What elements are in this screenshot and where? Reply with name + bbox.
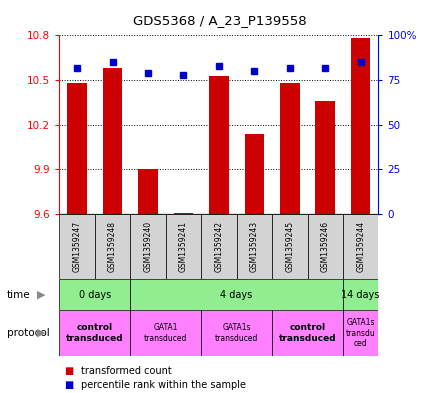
- Bar: [237, 214, 272, 279]
- Bar: [201, 310, 272, 356]
- Text: time: time: [7, 290, 30, 300]
- Text: ■: ■: [64, 366, 73, 376]
- Text: percentile rank within the sample: percentile rank within the sample: [81, 380, 246, 390]
- Bar: [272, 310, 343, 356]
- Bar: [343, 310, 378, 356]
- Text: 14 days: 14 days: [341, 290, 380, 300]
- Text: GSM1359242: GSM1359242: [214, 221, 224, 272]
- Text: 4 days: 4 days: [220, 290, 253, 300]
- Bar: [343, 214, 378, 279]
- Text: GSM1359247: GSM1359247: [73, 221, 82, 272]
- Bar: [59, 214, 95, 279]
- Bar: [130, 279, 343, 310]
- Bar: [315, 101, 335, 214]
- Bar: [174, 213, 193, 214]
- Text: GSM1359243: GSM1359243: [250, 221, 259, 272]
- Bar: [95, 214, 130, 279]
- Bar: [138, 169, 158, 214]
- Bar: [280, 83, 300, 214]
- Bar: [351, 39, 370, 214]
- Text: GSM1359240: GSM1359240: [143, 221, 153, 272]
- Bar: [209, 75, 229, 214]
- Text: ■: ■: [64, 380, 73, 390]
- Text: 0 days: 0 days: [79, 290, 111, 300]
- Text: GATA1
transduced: GATA1 transduced: [144, 323, 187, 343]
- Text: GSM1359248: GSM1359248: [108, 221, 117, 272]
- Text: transformed count: transformed count: [81, 366, 172, 376]
- Bar: [272, 214, 308, 279]
- Bar: [308, 214, 343, 279]
- Bar: [130, 214, 166, 279]
- Text: ▶: ▶: [37, 328, 46, 338]
- Bar: [130, 310, 201, 356]
- Bar: [103, 68, 122, 214]
- Bar: [245, 134, 264, 214]
- Bar: [201, 214, 237, 279]
- Bar: [343, 279, 378, 310]
- Text: GATA1s
transduced: GATA1s transduced: [215, 323, 258, 343]
- Text: control
transduced: control transduced: [66, 323, 124, 343]
- Text: control
transduced: control transduced: [279, 323, 336, 343]
- Bar: [59, 279, 130, 310]
- Text: protocol: protocol: [7, 328, 49, 338]
- Text: GSM1359246: GSM1359246: [321, 221, 330, 272]
- Bar: [59, 310, 130, 356]
- Text: GSM1359244: GSM1359244: [356, 221, 365, 272]
- Bar: [166, 214, 201, 279]
- Text: GDS5368 / A_23_P139558: GDS5368 / A_23_P139558: [133, 14, 307, 27]
- Text: GATA1s
transdu
ced: GATA1s transdu ced: [346, 318, 376, 348]
- Text: ▶: ▶: [37, 290, 46, 300]
- Text: GSM1359245: GSM1359245: [285, 221, 294, 272]
- Text: GSM1359241: GSM1359241: [179, 221, 188, 272]
- Bar: [67, 83, 87, 214]
